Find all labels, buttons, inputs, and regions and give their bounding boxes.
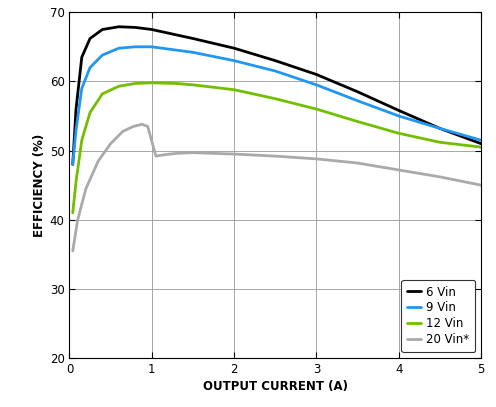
12 Vin bbox=[73, 179, 79, 184]
9 Vin bbox=[79, 86, 85, 91]
20 Vin* bbox=[355, 161, 361, 166]
20 Vin* bbox=[437, 175, 443, 179]
9 Vin bbox=[99, 53, 105, 57]
20 Vin* bbox=[145, 124, 151, 129]
6 Vin bbox=[396, 108, 402, 113]
9 Vin bbox=[437, 126, 443, 131]
12 Vin bbox=[231, 87, 237, 92]
12 Vin bbox=[272, 96, 278, 101]
6 Vin bbox=[87, 36, 93, 41]
20 Vin* bbox=[478, 183, 484, 188]
9 Vin bbox=[73, 127, 79, 132]
6 Vin bbox=[231, 46, 237, 50]
Y-axis label: EFFICIENCY (%): EFFICIENCY (%) bbox=[33, 133, 46, 237]
12 Vin bbox=[79, 138, 85, 143]
12 Vin bbox=[437, 140, 443, 145]
20 Vin* bbox=[231, 151, 237, 156]
Legend: 6 Vin, 9 Vin, 12 Vin, 20 Vin*: 6 Vin, 9 Vin, 12 Vin, 20 Vin* bbox=[401, 280, 475, 352]
12 Vin bbox=[313, 107, 319, 112]
20 Vin* bbox=[190, 150, 196, 155]
9 Vin bbox=[87, 65, 93, 70]
12 Vin bbox=[99, 92, 105, 96]
20 Vin* bbox=[108, 141, 114, 146]
6 Vin bbox=[437, 126, 443, 131]
20 Vin* bbox=[139, 122, 145, 127]
12 Vin bbox=[116, 84, 122, 89]
12 Vin bbox=[174, 81, 180, 86]
20 Vin* bbox=[272, 154, 278, 159]
12 Vin bbox=[355, 119, 361, 124]
6 Vin bbox=[355, 90, 361, 94]
12 Vin bbox=[396, 131, 402, 136]
9 Vin bbox=[116, 46, 122, 50]
9 Vin bbox=[149, 44, 155, 49]
6 Vin bbox=[478, 141, 484, 146]
20 Vin* bbox=[75, 217, 81, 222]
Line: 9 Vin: 9 Vin bbox=[73, 47, 481, 164]
12 Vin bbox=[478, 144, 484, 149]
9 Vin bbox=[396, 114, 402, 118]
20 Vin* bbox=[153, 154, 159, 159]
6 Vin bbox=[99, 27, 105, 32]
9 Vin bbox=[478, 138, 484, 143]
9 Vin bbox=[70, 162, 76, 167]
20 Vin* bbox=[83, 186, 89, 191]
Line: 20 Vin*: 20 Vin* bbox=[73, 124, 481, 251]
6 Vin bbox=[313, 72, 319, 77]
6 Vin bbox=[272, 58, 278, 63]
9 Vin bbox=[355, 98, 361, 103]
6 Vin bbox=[73, 107, 79, 112]
9 Vin bbox=[190, 50, 196, 55]
Line: 12 Vin: 12 Vin bbox=[73, 83, 481, 213]
6 Vin bbox=[190, 36, 196, 41]
20 Vin* bbox=[161, 152, 167, 157]
Line: 6 Vin: 6 Vin bbox=[73, 27, 481, 164]
20 Vin* bbox=[174, 151, 180, 156]
6 Vin bbox=[79, 55, 85, 59]
X-axis label: OUTPUT CURRENT (A): OUTPUT CURRENT (A) bbox=[203, 380, 348, 393]
12 Vin bbox=[87, 110, 93, 115]
20 Vin* bbox=[396, 168, 402, 173]
20 Vin* bbox=[70, 248, 76, 253]
20 Vin* bbox=[313, 156, 319, 161]
9 Vin bbox=[313, 83, 319, 88]
6 Vin bbox=[116, 24, 122, 29]
6 Vin bbox=[70, 162, 76, 167]
12 Vin bbox=[149, 80, 155, 85]
12 Vin bbox=[70, 210, 76, 215]
6 Vin bbox=[149, 27, 155, 32]
9 Vin bbox=[132, 44, 138, 49]
9 Vin bbox=[272, 69, 278, 74]
6 Vin bbox=[132, 25, 138, 30]
20 Vin* bbox=[120, 129, 126, 133]
12 Vin bbox=[132, 81, 138, 86]
20 Vin* bbox=[95, 159, 101, 164]
20 Vin* bbox=[130, 124, 136, 129]
12 Vin bbox=[190, 83, 196, 88]
9 Vin bbox=[231, 58, 237, 63]
